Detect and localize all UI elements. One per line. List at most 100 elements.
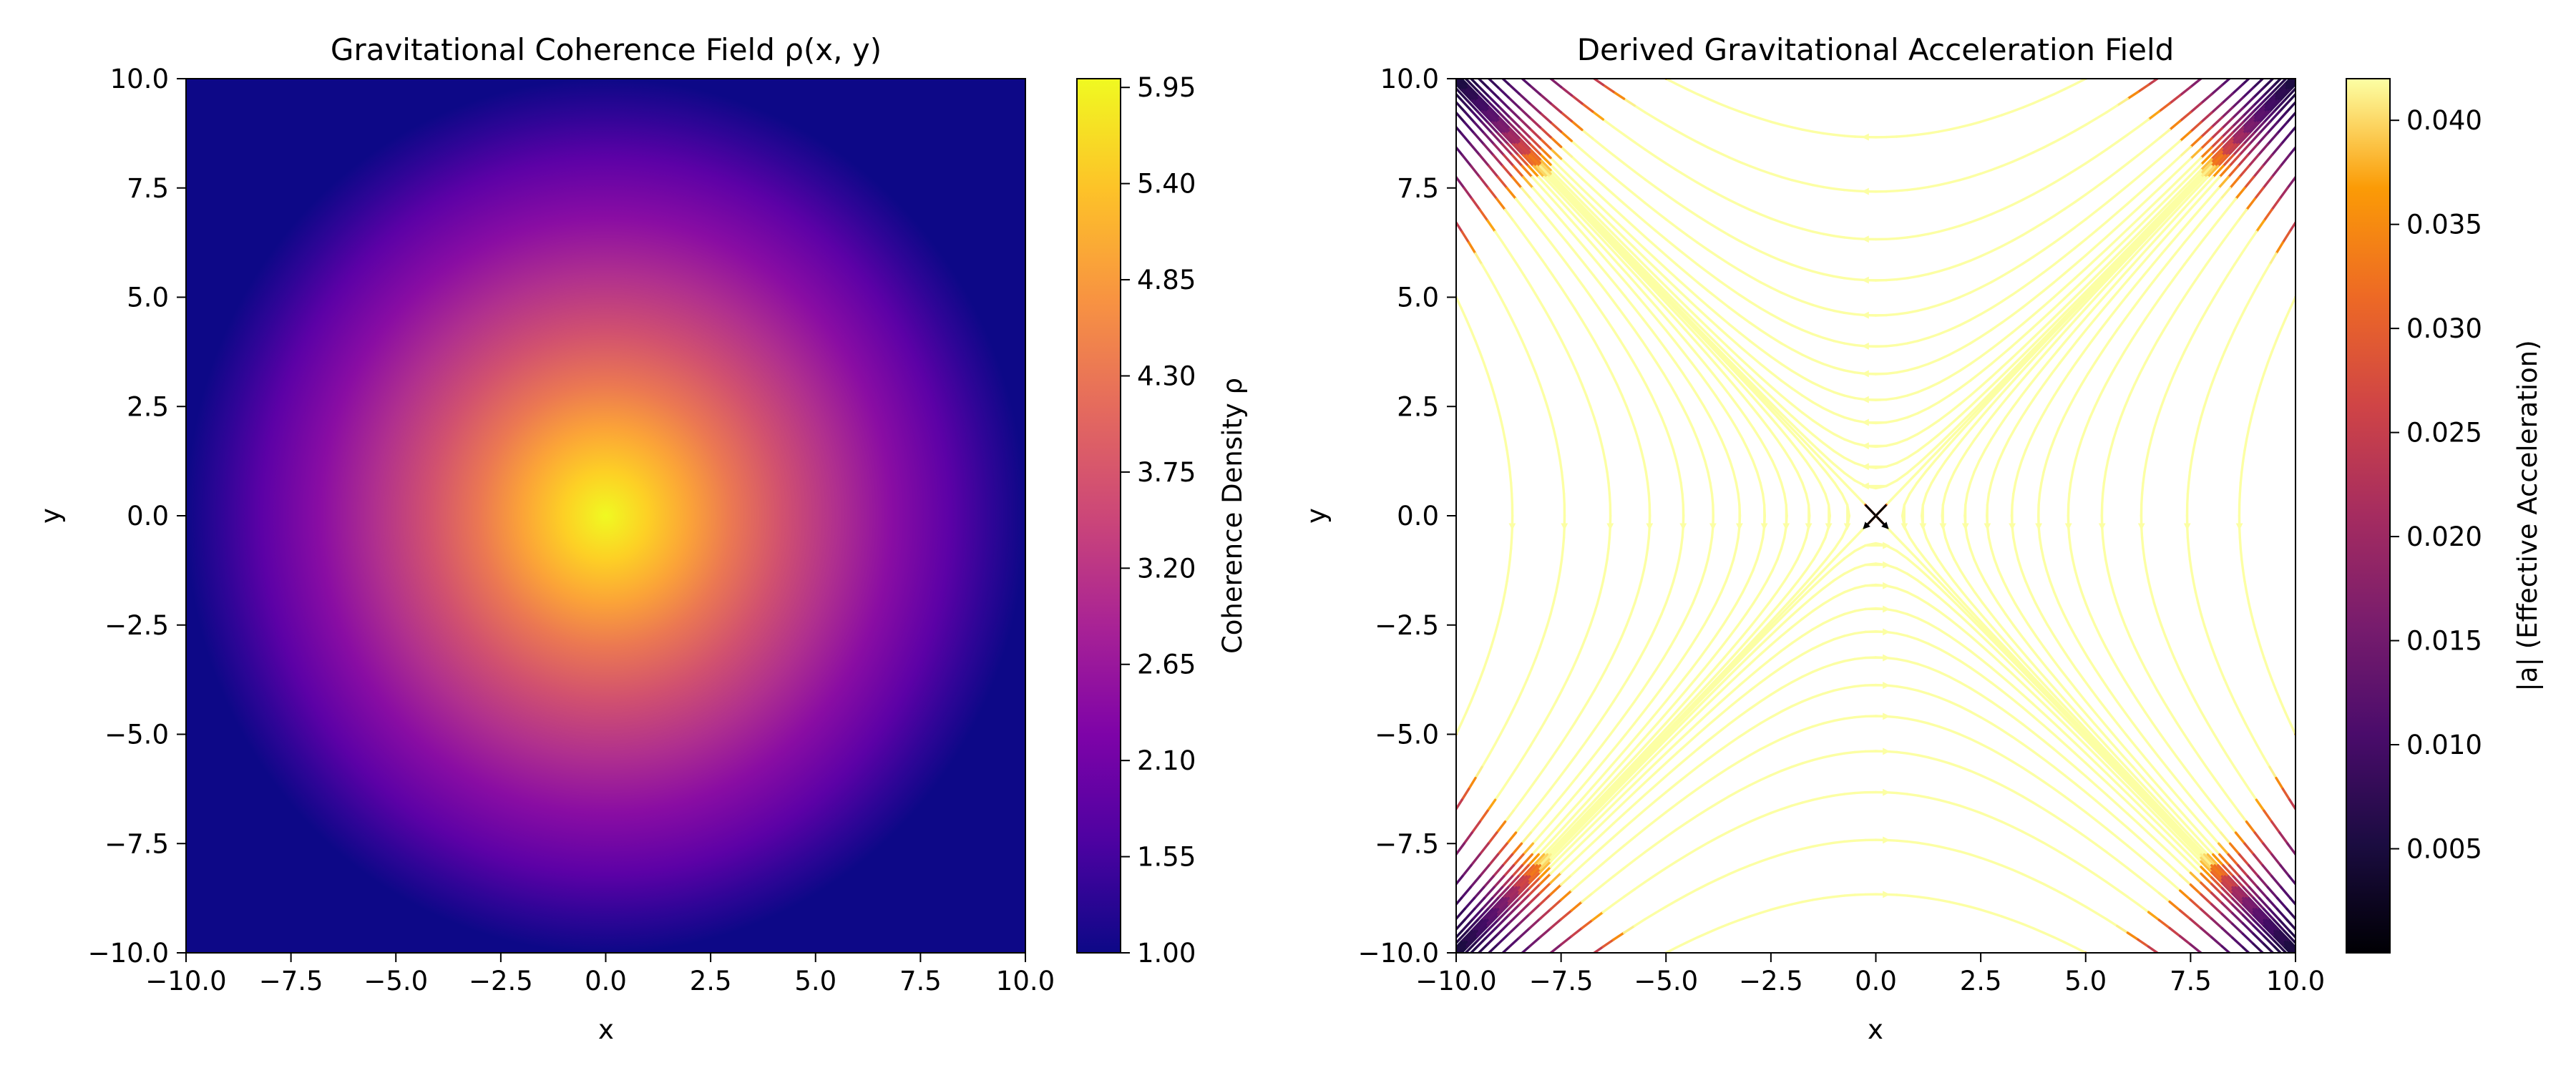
streamline-segment (2026, 656, 2039, 670)
streamline-segment (1916, 579, 1930, 590)
streamline-segment (2011, 335, 2024, 348)
streamline-segment (1717, 922, 1730, 930)
streamline-segment (2196, 842, 2210, 856)
streamline-segment (1675, 246, 1689, 258)
streamline-segment (1906, 339, 1919, 345)
streamline-segment (1622, 252, 1636, 266)
streamline-segment (1885, 313, 1898, 317)
streamline-segment (1927, 433, 1941, 445)
streamline-segment (1560, 547, 1565, 561)
streamline-segment (1833, 717, 1846, 722)
streamline-segment (1843, 685, 1856, 690)
streamline-segment (1787, 438, 1800, 452)
streamline-segment (1475, 924, 1489, 939)
streamline-segment (2168, 184, 2182, 197)
streamline-segment (1853, 893, 1867, 896)
heatmap-y-tick-label: 10.0 (110, 64, 169, 94)
streamline-segment (2115, 318, 2127, 331)
streamline-segment (2021, 348, 2035, 362)
streamline-segment (2016, 645, 2029, 660)
streamline-segment (1486, 86, 1500, 99)
streamline-segment (1780, 536, 1786, 550)
streamline-segment (1685, 135, 1699, 144)
streamline-segment (2105, 104, 2119, 114)
streamline-segment (1780, 416, 1793, 430)
streamline-segment (2255, 110, 2268, 124)
streamline-segment (1906, 660, 1919, 665)
streamline-segment (1750, 624, 1763, 637)
streamline-segment (1958, 259, 1972, 266)
streamline-segment (2239, 547, 2243, 561)
streamline-segment (1654, 280, 1668, 293)
streamline-segment (2011, 868, 2024, 876)
streamline-segment (2295, 810, 2296, 811)
stream-colorbar-tick-label: 0.010 (2406, 730, 2482, 760)
streamline-segment (1704, 459, 1709, 474)
streamline-segment (2147, 803, 2161, 816)
streamline-segment (2268, 110, 2281, 124)
streamline-segment (1885, 838, 1898, 842)
streamline-segment (1618, 274, 1631, 288)
streamline-segment (1796, 471, 1804, 484)
streamline-segment (1597, 776, 1611, 790)
streamline-segment (1486, 918, 1500, 932)
streamline-segment (2227, 853, 2240, 867)
streamline-segment (2011, 735, 2024, 745)
streamline-segment (2132, 252, 2145, 266)
streamline-segment (2063, 821, 2077, 831)
streamline-segment (1577, 798, 1591, 813)
streamline-segment (1770, 687, 1783, 696)
streamline-segment (1675, 328, 1687, 343)
streamline-segment (2105, 170, 2119, 181)
streamline-segment (1456, 722, 1463, 736)
streamline-segment (1508, 471, 1513, 484)
streamline-segment (1770, 738, 1783, 745)
streamline-segment (1549, 883, 1563, 896)
streamline-segment (2200, 137, 2213, 150)
streamline-segment (1805, 459, 1815, 474)
streamline-segment (1474, 339, 1481, 353)
streamline-segment (1486, 896, 1500, 911)
streamline-segment (1557, 197, 1571, 211)
streamline-segment (1525, 864, 1538, 878)
streamline-segment (1948, 225, 1961, 230)
streamline-segment (1885, 715, 1898, 719)
streamline-segment (1633, 427, 1640, 441)
streamline-segment (1549, 416, 1555, 430)
streamline-segment (2237, 208, 2248, 222)
streamline-segment (1633, 226, 1646, 238)
streamline-segment (2046, 624, 2056, 637)
streamline-segment (1748, 208, 1762, 216)
streamline-segment (2031, 680, 2045, 695)
streamline-segment (1944, 569, 1956, 583)
streamline-segment (2160, 624, 2167, 637)
streamline-segment (2151, 798, 2165, 813)
streamline-segment (1984, 438, 1993, 452)
streamline-segment (1770, 120, 1783, 127)
streamline-segment (1566, 776, 1578, 790)
streamline-segment (1727, 664, 1741, 677)
streamline-segment (1675, 893, 1689, 902)
streamline-segment (1933, 449, 1946, 463)
streamline-segment (1944, 536, 1951, 550)
streamline-segment (1729, 416, 1738, 430)
stream-x-label: x (1868, 1014, 1883, 1045)
streamline-segment (1916, 638, 1930, 645)
streamline-segment (1930, 471, 1940, 484)
streamline-segment (2042, 280, 2056, 293)
streamline-segment (1982, 394, 1996, 408)
heatmap-colorbar-tick-label: 1.00 (1137, 938, 1196, 969)
streamline-segment (1958, 291, 1972, 299)
streamline-segment (2011, 697, 2024, 709)
streamline-segment (1581, 205, 1594, 218)
streamline-segment (1738, 728, 1752, 738)
streamline-segment (2273, 79, 2287, 92)
streamline-segment (1465, 99, 1479, 113)
streamline-segment (1549, 175, 1563, 190)
streamline-segment (2115, 888, 2129, 898)
streamline-segment (1770, 666, 1783, 677)
streamline-segment (1633, 307, 1645, 320)
streamline-segment (1520, 230, 1531, 244)
streamline-segment (2157, 128, 2171, 140)
streamline-segment (2034, 602, 2043, 616)
